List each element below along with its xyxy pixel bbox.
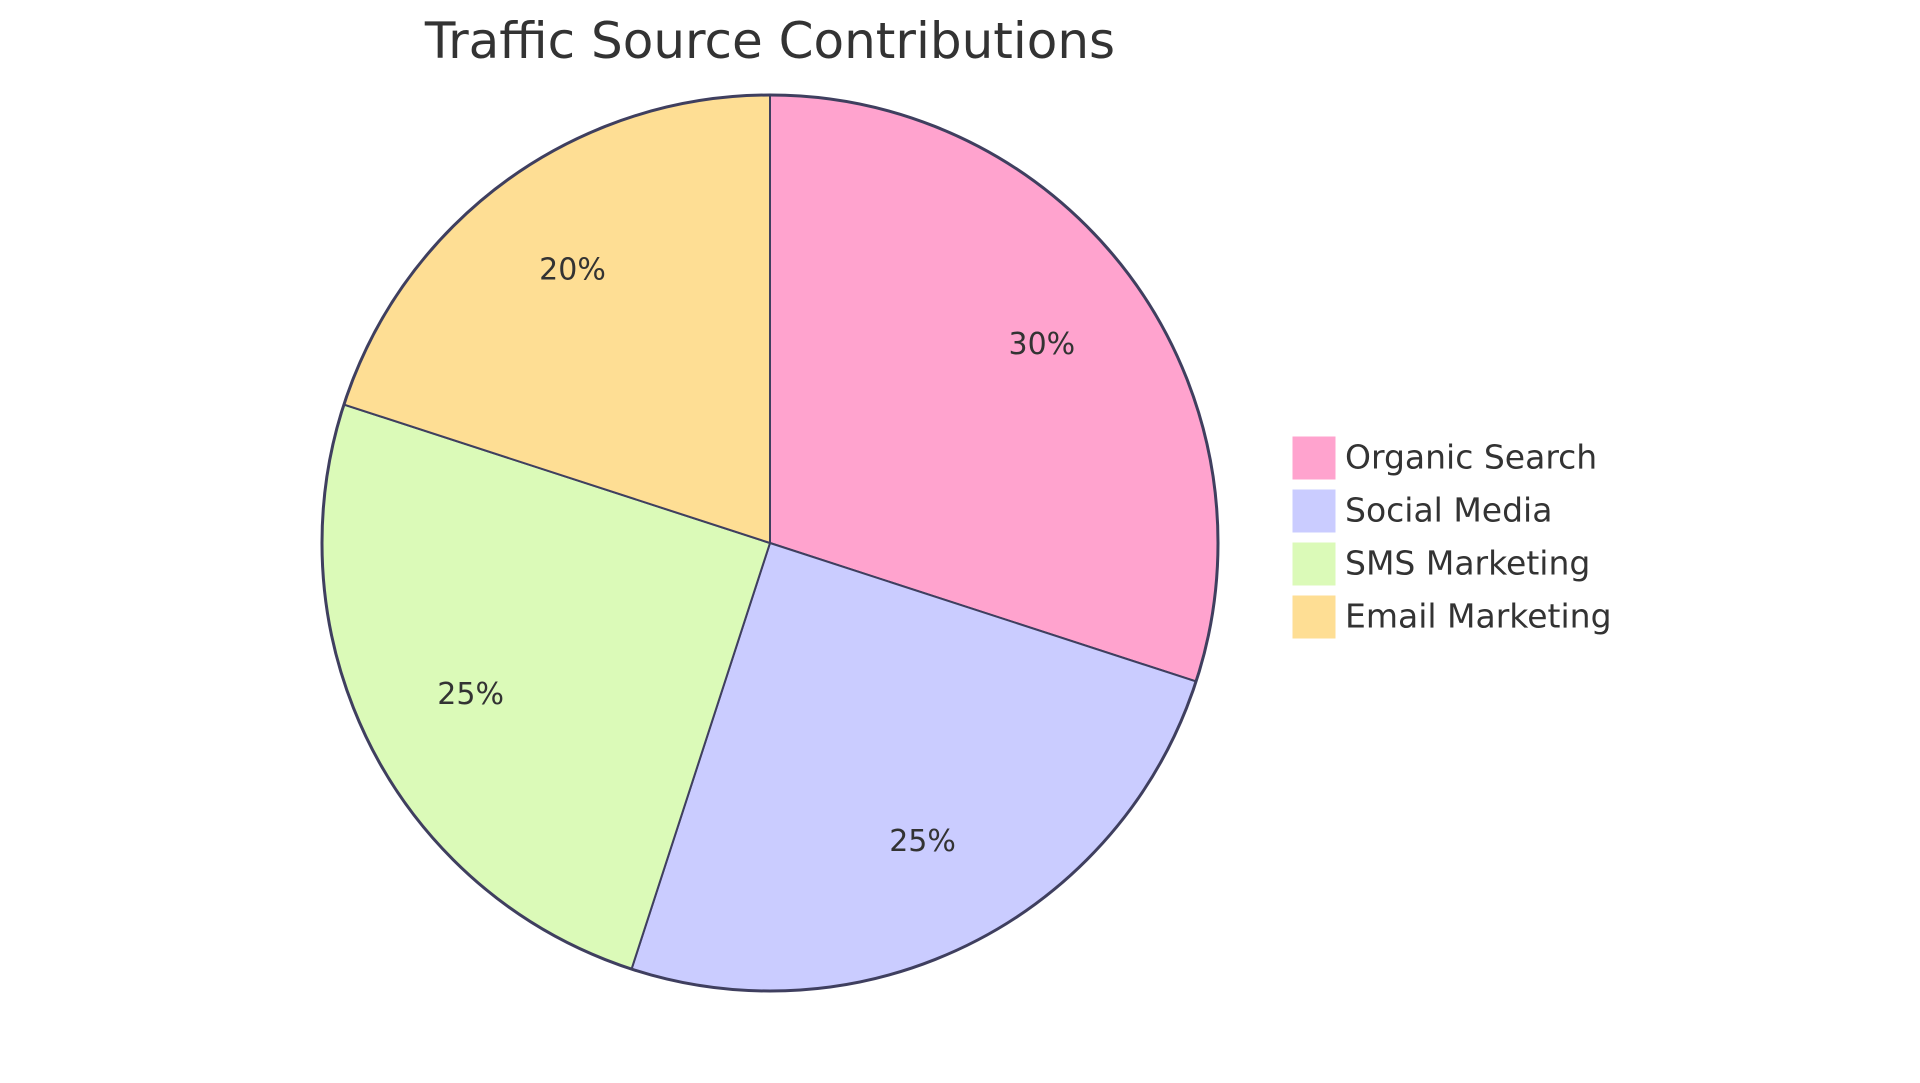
legend-label-email-marketing: Email Marketing <box>1345 597 1612 636</box>
legend-swatch-email-marketing <box>1291 594 1337 640</box>
slice-label-sms-marketing: 25% <box>437 677 504 712</box>
slice-label-organic-search: 30% <box>1008 327 1075 362</box>
legend-swatch-social-media <box>1291 488 1337 534</box>
slice-label-social-media: 25% <box>889 824 956 859</box>
legend-swatch-sms-marketing <box>1291 541 1337 587</box>
legend-label-social-media: Social Media <box>1345 491 1552 530</box>
slice-label-email-marketing: 20% <box>539 253 606 288</box>
chart-title: Traffic Source Contributions <box>424 12 1115 70</box>
legend-label-organic-search: Organic Search <box>1345 438 1597 477</box>
pie-slices <box>320 93 1220 993</box>
pie-outline <box>320 93 1220 993</box>
legend-label-sms-marketing: SMS Marketing <box>1345 544 1590 583</box>
legend: Organic Search Social Media SMS Marketing E… <box>1291 435 1612 640</box>
pie-slice-labels: 30% 25% 25% 20% <box>437 253 1075 859</box>
legend-swatch-organic-search <box>1291 435 1337 481</box>
